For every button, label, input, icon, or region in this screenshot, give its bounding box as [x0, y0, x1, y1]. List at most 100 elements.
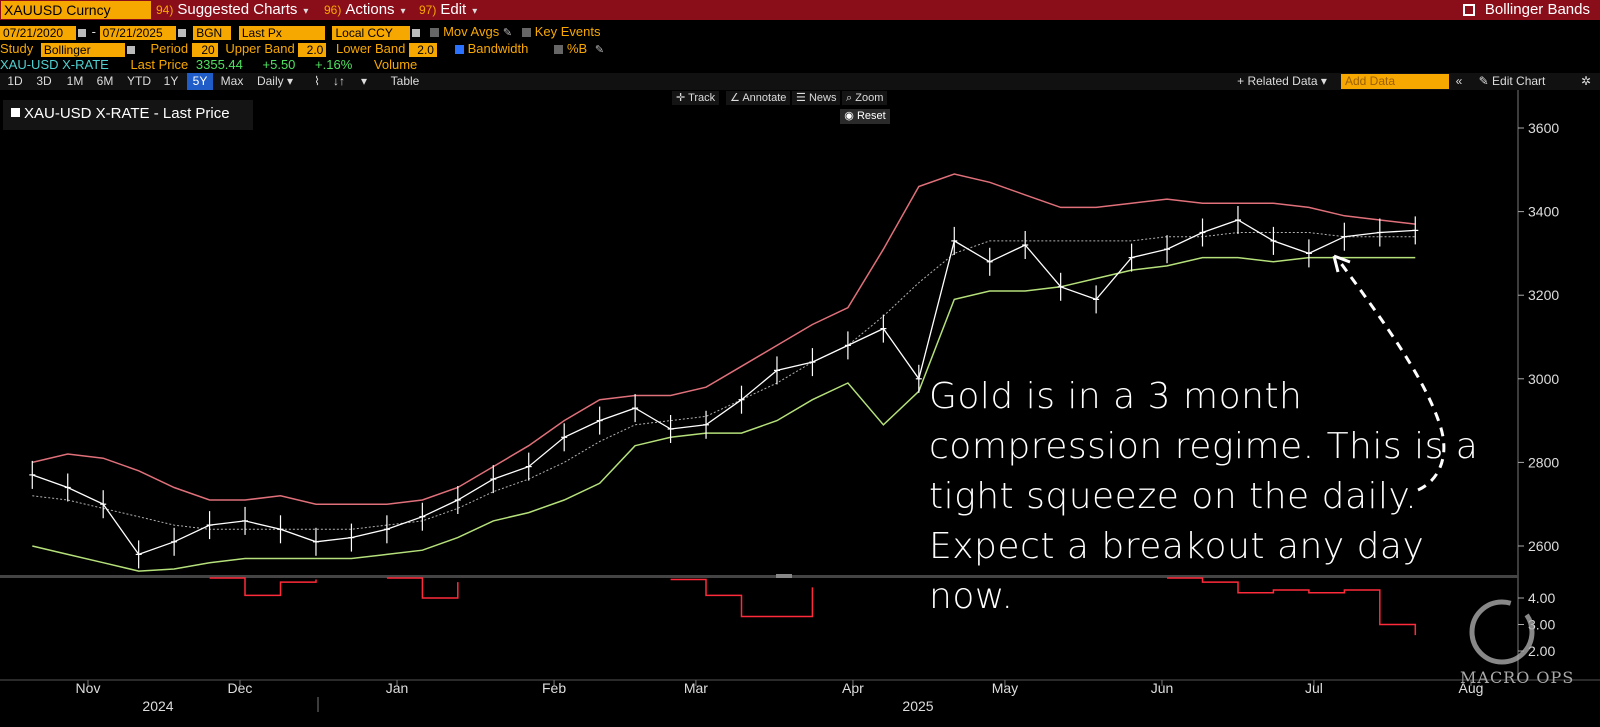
- edit-chart-label: Edit Chart: [1492, 74, 1546, 88]
- upper-band-field[interactable]: 2.0: [298, 42, 327, 57]
- currency-select[interactable]: Local CCY: [332, 25, 411, 40]
- frequency-select[interactable]: Daily ▾: [252, 73, 298, 90]
- reset-label: Reset: [856, 110, 886, 122]
- y-tick-label: 3000: [1528, 371, 1559, 387]
- actions-menu[interactable]: 96) Actions ▾: [324, 0, 406, 20]
- range-5y-button[interactable]: 5Y: [187, 73, 213, 90]
- upper-band-label: Upper Band: [225, 41, 295, 56]
- menu-number: 94): [156, 3, 174, 17]
- legend-swatch: [11, 108, 20, 117]
- y-tick-label: 2800: [1528, 454, 1559, 470]
- news-button[interactable]: ☰ News: [792, 91, 841, 105]
- range-max-button[interactable]: Max: [220, 74, 244, 88]
- range-3d-button[interactable]: 3D: [36, 74, 52, 88]
- annotate-icon: ∠: [730, 92, 740, 104]
- chart-legend[interactable]: XAU-USD X-RATE - Last Price: [3, 100, 253, 130]
- mov-avgs-label: Mov Avgs: [443, 24, 500, 39]
- x-tick-label: Mar: [684, 680, 708, 696]
- news-icon: ☰: [796, 92, 806, 104]
- range-ytd-button[interactable]: YTD: [127, 74, 151, 88]
- chevron-down-icon: ▾: [303, 6, 309, 17]
- add-data-input[interactable]: Add Data: [1341, 74, 1449, 89]
- end-date-field[interactable]: 07/21/2025: [99, 25, 176, 40]
- study-select[interactable]: Bollinger: [40, 42, 125, 57]
- range-1d-button[interactable]: 1D: [7, 74, 23, 88]
- related-data-button[interactable]: + Related Data ▾: [1237, 74, 1327, 88]
- x-tick-label: May: [992, 680, 1018, 696]
- study-label: Study: [0, 41, 34, 56]
- related-data-label: Related Data: [1247, 74, 1318, 88]
- lower-band-field[interactable]: 2.0: [408, 42, 437, 57]
- table-button[interactable]: Table: [390, 74, 420, 88]
- x-tick-label: Nov: [76, 680, 101, 696]
- menu-label: Suggested Charts: [177, 1, 298, 18]
- key-events-checkbox[interactable]: [521, 28, 531, 38]
- bandwidth-line: [209, 577, 317, 597]
- annotation-line: Gold is in a 3 month: [929, 376, 1303, 417]
- panel-resize-handle[interactable]: [776, 574, 792, 578]
- chevron-down-icon: ▾: [286, 74, 294, 88]
- pctb-label: %B: [566, 41, 588, 56]
- tool-label: News: [808, 92, 837, 104]
- menu-bar: XAUUSD Curncy 94) Suggested Charts ▾ 96) Ac…: [0, 0, 1600, 20]
- last-price-value: 3355.44: [195, 57, 243, 72]
- menu-number: 97): [419, 3, 437, 17]
- key-events-label: Key Events: [534, 24, 601, 39]
- calendar-icon[interactable]: [177, 28, 186, 37]
- crosshair-icon: ✛: [676, 92, 686, 104]
- edit-chart-button[interactable]: ✎ Edit Chart: [1478, 74, 1546, 88]
- pctb-checkbox[interactable]: [553, 45, 563, 55]
- bar-chart-icon[interactable]: ↓↑: [333, 74, 345, 88]
- annotation-line: compression regime. This is a: [929, 426, 1479, 467]
- change-value: +5.50: [262, 57, 296, 72]
- watermark-text: MACRO OPS: [1460, 668, 1575, 687]
- frequency-label: Daily: [256, 74, 284, 88]
- range-1y-button[interactable]: 1Y: [163, 74, 179, 88]
- x-tick-label: Jan: [386, 680, 409, 696]
- external-link-icon: [1462, 4, 1475, 16]
- range-bar: 1D 3D 1M 6M YTD 1Y 5Y Max Daily ▾ ⌇ ↓↑ ▾…: [0, 73, 1600, 90]
- y-tick-label: 3600: [1528, 120, 1559, 136]
- start-date-field[interactable]: 07/21/2020: [0, 25, 76, 40]
- x-tick-label: Feb: [542, 680, 566, 696]
- annotate-button[interactable]: ∠ Annotate: [726, 91, 791, 105]
- x-tick-label: Apr: [842, 680, 864, 696]
- pencil-icon[interactable]: ✎: [502, 27, 513, 39]
- zoom-button[interactable]: ⌕ Zoom: [842, 91, 888, 105]
- suggested-charts-menu[interactable]: 94) Suggested Charts ▾: [156, 0, 308, 20]
- calendar-icon[interactable]: [78, 28, 86, 37]
- ticker-input[interactable]: XAUUSD Curncy: [1, 1, 151, 19]
- reset-button[interactable]: ◉ Reset: [840, 109, 890, 124]
- source-field[interactable]: BGN: [193, 25, 232, 40]
- bandwidth-line: [386, 577, 459, 599]
- year-label: 2024: [142, 698, 173, 714]
- pencil-icon[interactable]: ✎: [594, 44, 605, 56]
- dropdown-icon[interactable]: [412, 28, 421, 37]
- menu-number: 96): [324, 3, 342, 17]
- bollinger-bands-link[interactable]: Bollinger Bands: [1462, 0, 1590, 20]
- annotation-line: tight squeeze on the daily.: [929, 476, 1418, 517]
- chart-type-dropdown-icon[interactable]: ▾: [360, 74, 368, 88]
- tool-label: Track: [688, 92, 716, 104]
- edit-menu[interactable]: 97) Edit ▾: [419, 0, 477, 20]
- security-name: XAU-USD X-RATE: [0, 57, 109, 72]
- track-button[interactable]: ✛ Track: [672, 91, 720, 105]
- x-tick-label: Jul: [1305, 680, 1323, 696]
- x-tick-label: Dec: [228, 680, 253, 696]
- mov-avgs-checkbox[interactable]: [430, 28, 440, 38]
- bandwidth-label: Bandwidth: [467, 41, 529, 56]
- line-chart-icon[interactable]: ⌇: [314, 74, 320, 88]
- dropdown-icon[interactable]: [126, 45, 135, 54]
- range-1m-button[interactable]: 1M: [66, 74, 84, 88]
- period-field[interactable]: 20: [191, 42, 218, 57]
- last-price-label: Last Price: [130, 57, 189, 72]
- field-select[interactable]: Last Px: [238, 25, 325, 40]
- bandwidth-checkbox[interactable]: [454, 45, 464, 55]
- study-link-label: Bollinger Bands: [1484, 1, 1590, 18]
- chevron-down-icon: ▾: [472, 6, 478, 17]
- pct-change-value: +.16%: [315, 57, 353, 72]
- collapse-icon[interactable]: «: [1455, 74, 1463, 88]
- annotation-line: Expect a breakout any day now.: [929, 526, 1425, 617]
- range-6m-button[interactable]: 6M: [96, 74, 114, 88]
- gear-icon[interactable]: ✲: [1580, 74, 1592, 88]
